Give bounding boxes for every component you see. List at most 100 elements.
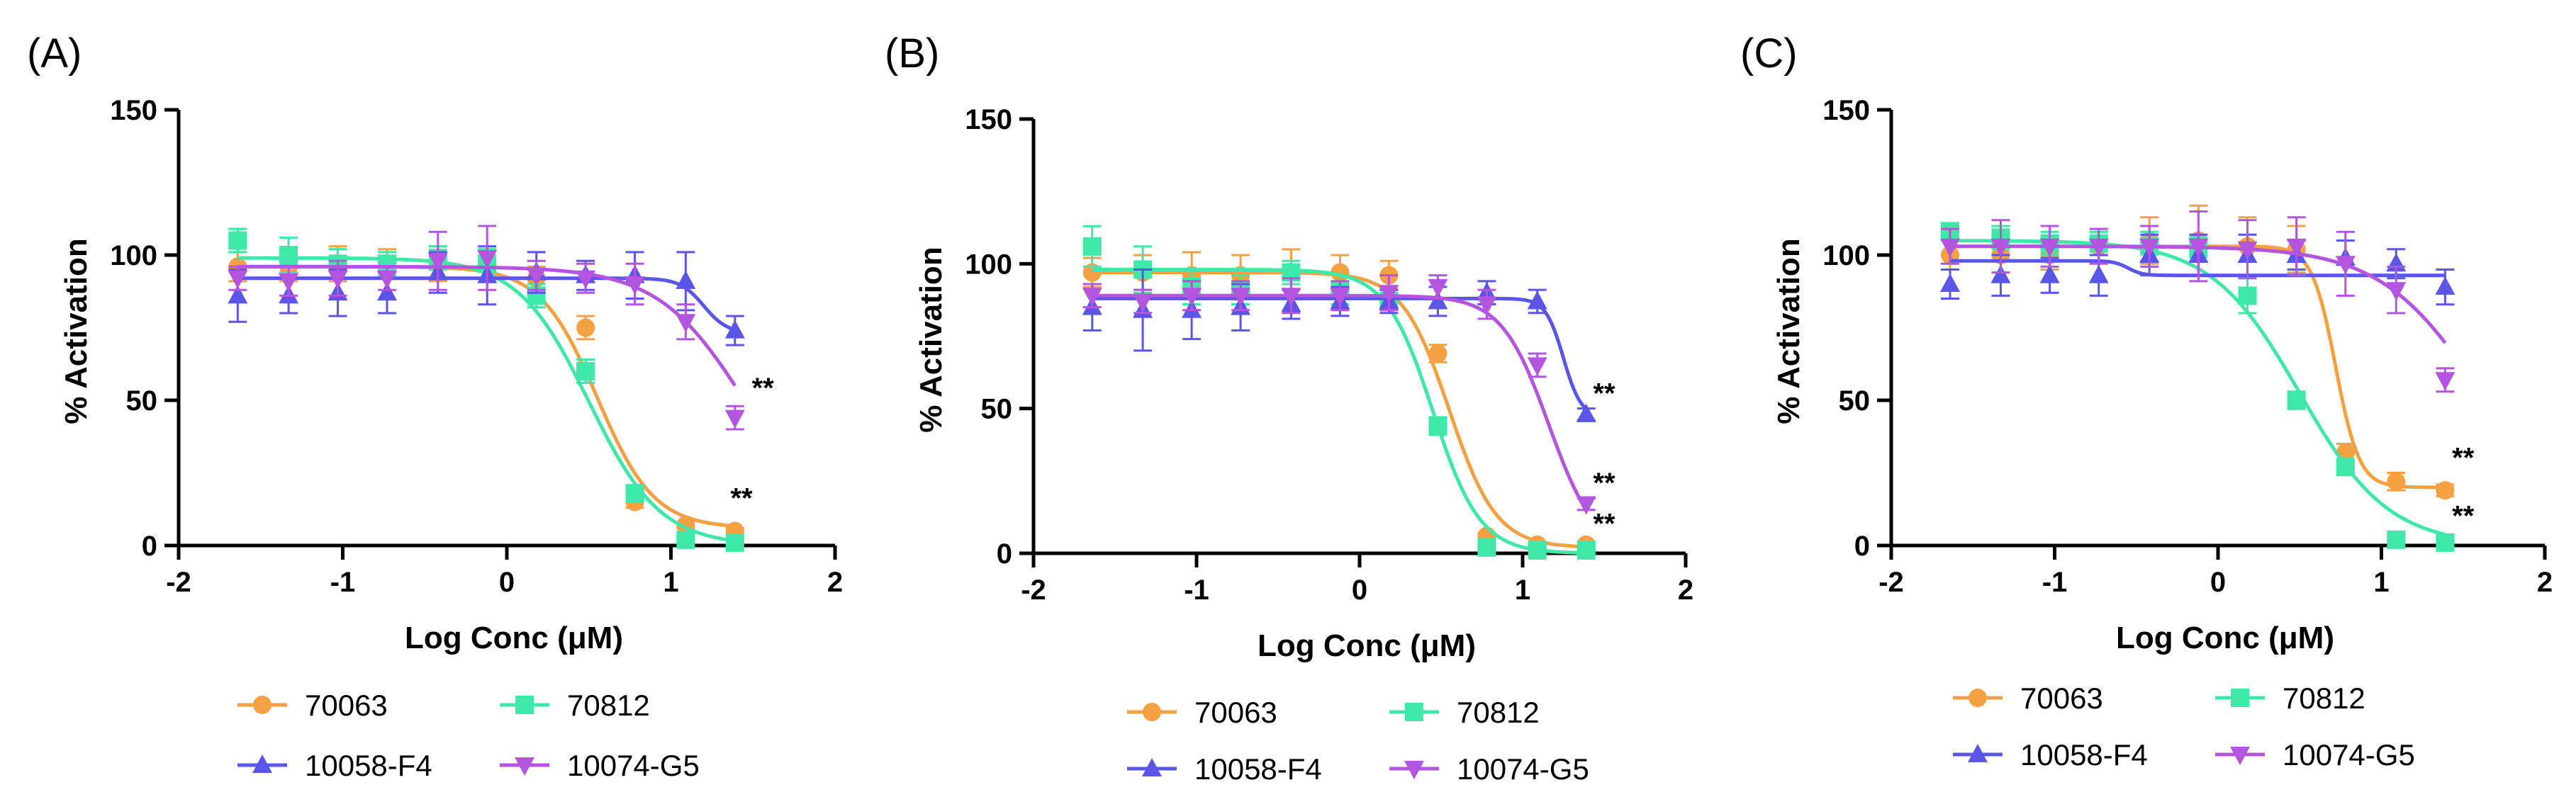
data-point-10074-G5 — [2335, 256, 2356, 275]
data-point-10058-F4 — [377, 282, 398, 301]
data-point-70812 — [1528, 541, 1547, 560]
data-point-70812 — [2238, 286, 2257, 305]
y-tick-label: 50 — [981, 394, 1013, 425]
x-tick-label: -2 — [166, 567, 191, 598]
data-point-70812 — [2387, 530, 2406, 549]
data-point-10074-G5 — [1379, 285, 1399, 304]
panel-label: (B) — [885, 30, 939, 77]
x-tick-label: 2 — [2537, 567, 2553, 598]
data-point-70812 — [1477, 538, 1496, 557]
data-point-10058-F4 — [724, 320, 745, 339]
legend-label: 70812 — [567, 689, 650, 722]
data-point-10058-F4 — [1527, 290, 1547, 310]
data-point-10074-G5 — [1428, 279, 1448, 298]
legend: 70063 70812 10058-F4 10074-G5 — [1953, 682, 2415, 771]
y-tick-label: 0 — [1854, 531, 1870, 562]
data-point-10074-G5 — [2286, 238, 2307, 257]
series-70812 — [1082, 225, 1596, 560]
data-point-70812 — [2287, 391, 2306, 409]
data-point-10074-G5 — [576, 270, 596, 289]
data-point-10074-G5 — [2386, 282, 2407, 301]
x-tick-label: -2 — [1878, 567, 1904, 598]
significance-annotation: ** — [752, 373, 775, 404]
data-point-10074-G5 — [2039, 238, 2060, 257]
fit-curve-70812 — [1950, 239, 2446, 536]
legend-label: 70063 — [2020, 682, 2103, 715]
legend-marker-70812 — [2231, 689, 2249, 707]
data-point-10074-G5 — [2088, 238, 2109, 257]
legend-marker-10058-F4 — [252, 754, 272, 773]
legend-label: 10058-F4 — [1194, 752, 1322, 786]
data-point-70812 — [1428, 417, 1447, 436]
x-tick-label: 1 — [663, 567, 678, 598]
x-tick-label: 1 — [2373, 567, 2389, 598]
panel-label: (A) — [27, 30, 82, 77]
x-tick-label: -1 — [1184, 575, 1209, 606]
data-point-70812 — [676, 530, 695, 549]
legend: 70063 70812 10058-F4 10074-G5 — [237, 689, 700, 782]
legend-label: 10074-G5 — [567, 749, 700, 782]
x-tick-label: 0 — [2210, 567, 2226, 598]
x-tick-label: -2 — [1021, 575, 1046, 606]
data-point-70063 — [2387, 472, 2406, 491]
data-point-10058-F4 — [1428, 290, 1448, 310]
fit-curve-70063 — [237, 264, 736, 528]
x-axis-title: Log Conc (μM) — [1258, 628, 1476, 663]
legend-label: 10058-F4 — [305, 749, 432, 782]
y-tick-label: 100 — [1822, 240, 1870, 271]
legend-marker-70063 — [1969, 689, 1987, 707]
data-point-10074-G5 — [1330, 288, 1350, 307]
x-axis-title: Log Conc (μM) — [405, 621, 623, 655]
data-point-10074-G5 — [1990, 238, 2011, 257]
legend-label: 10058-F4 — [2020, 738, 2148, 771]
y-axis-title: % Activation — [1771, 238, 1806, 424]
significance-annotation: ** — [1593, 508, 1615, 539]
data-point-10074-G5 — [1133, 293, 1153, 312]
data-point-10074-G5 — [1182, 288, 1202, 307]
series-10074-G5 — [1082, 274, 1596, 515]
legend-label: 10074-G5 — [2283, 738, 2415, 771]
significance-annotation: ** — [1593, 468, 1615, 499]
data-point-70063 — [1428, 344, 1447, 363]
legend-marker-10058-F4 — [1142, 758, 1162, 776]
fit-curve-10074-G5 — [1092, 293, 1588, 511]
data-point-10058-F4 — [1939, 273, 1960, 292]
data-point-10074-G5 — [1477, 296, 1497, 315]
y-tick-label: 50 — [126, 385, 158, 417]
data-point-70812 — [279, 246, 298, 264]
legend-label: 70812 — [2283, 682, 2365, 715]
data-point-10074-G5 — [2188, 238, 2209, 257]
y-tick-label: 100 — [110, 240, 157, 271]
x-axis-title: Log Conc (μM) — [2116, 621, 2334, 655]
y-tick-label: 0 — [142, 531, 157, 562]
data-point-10058-F4 — [2435, 276, 2455, 295]
legend-marker-70063 — [1143, 703, 1161, 721]
data-point-70812 — [625, 484, 644, 503]
data-point-10074-G5 — [724, 409, 745, 429]
data-point-70812 — [576, 362, 595, 380]
legend-label: 70063 — [1194, 696, 1277, 729]
series-10074-G5 — [228, 225, 745, 431]
data-point-10074-G5 — [279, 273, 299, 292]
data-point-70812 — [725, 533, 744, 552]
y-tick-label: 100 — [965, 249, 1012, 280]
x-tick-label: -1 — [2042, 567, 2068, 598]
data-point-10074-G5 — [1939, 238, 1960, 257]
data-point-70812 — [228, 231, 247, 250]
data-point-70812 — [2336, 458, 2355, 477]
y-tick-label: 0 — [997, 538, 1012, 570]
x-tick-label: 2 — [1678, 575, 1693, 606]
data-point-10074-G5 — [1527, 357, 1547, 376]
legend-marker-70812 — [1405, 703, 1423, 721]
significance-annotation: ** — [730, 483, 753, 514]
data-point-10074-G5 — [2237, 241, 2258, 260]
y-tick-label: 50 — [1839, 385, 1871, 417]
panel-b: (B) 0 50 100 150 -2 -1 0 1 2 Log Conc (μM) % Activa… — [885, 30, 1693, 786]
data-point-70812 — [2436, 533, 2455, 552]
x-tick-label: 0 — [499, 567, 515, 598]
legend-marker-70812 — [515, 696, 534, 714]
significance-annotation: ** — [2452, 500, 2475, 531]
panel-label: (C) — [1740, 30, 1798, 77]
x-tick-label: 1 — [1515, 575, 1530, 606]
